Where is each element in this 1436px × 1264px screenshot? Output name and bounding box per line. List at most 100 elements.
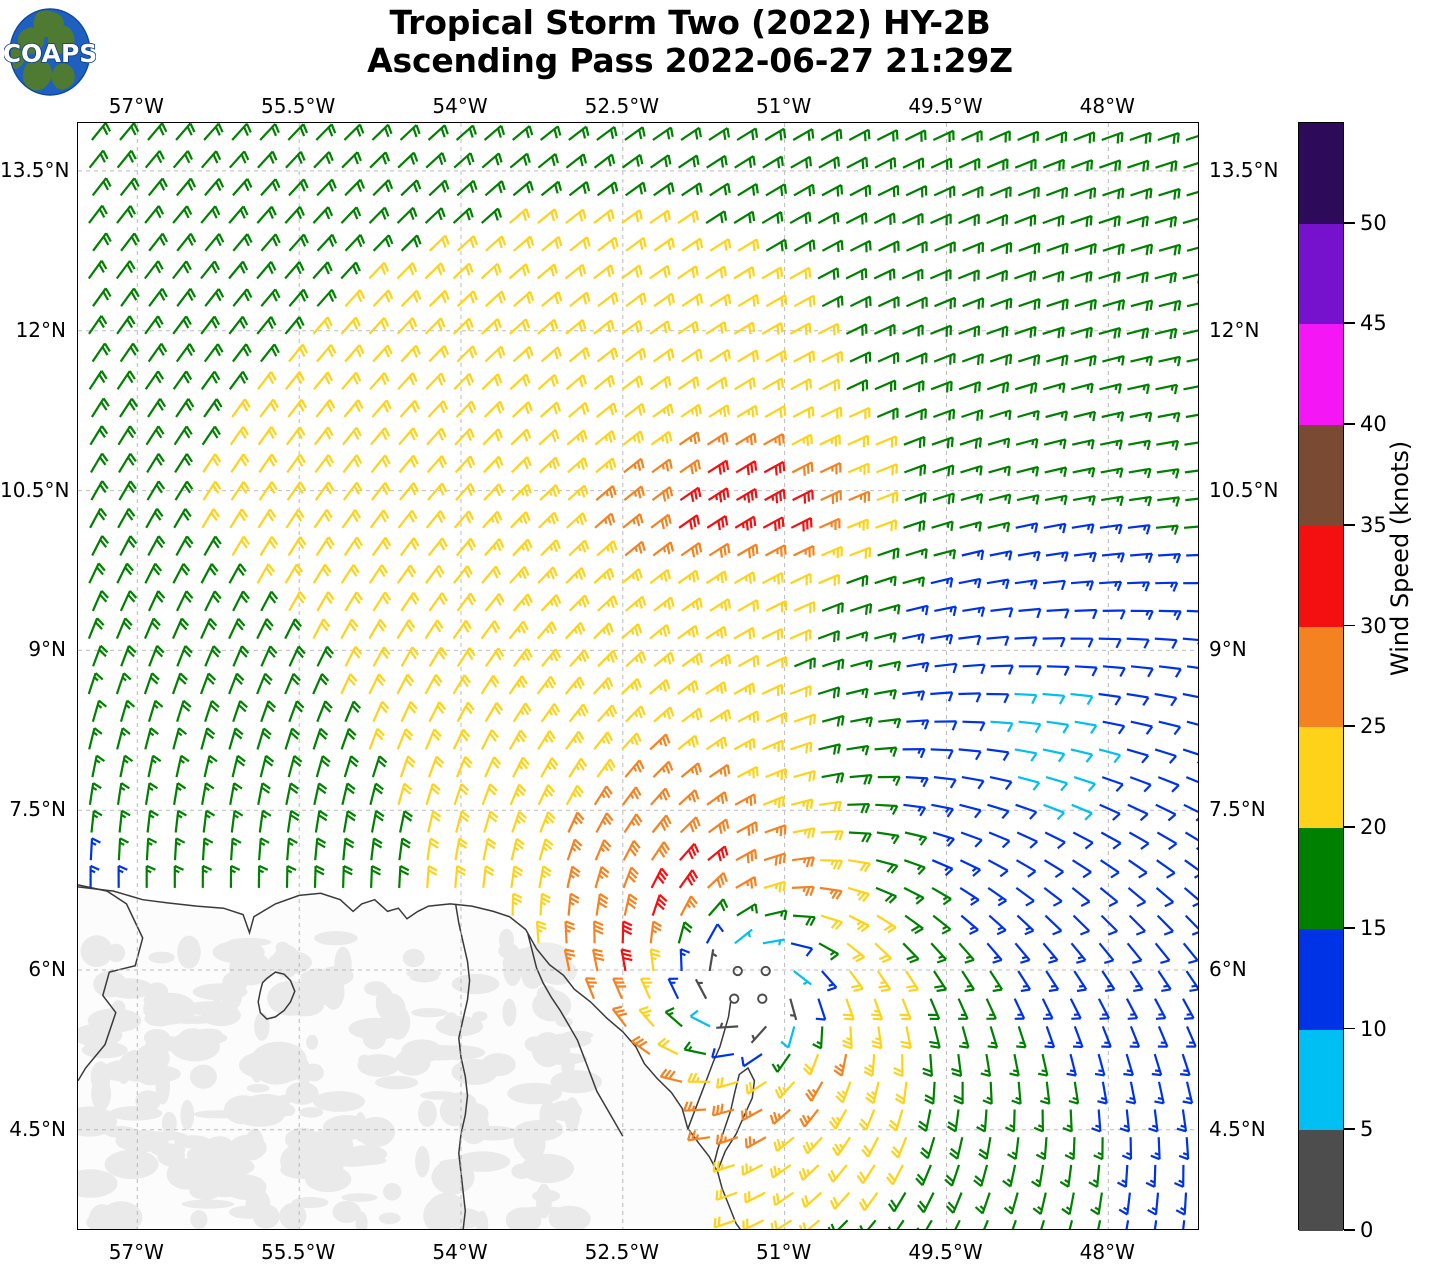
wind-barb	[595, 812, 614, 834]
wind-barb	[1070, 270, 1093, 283]
wind-barb	[257, 426, 278, 446]
wind-barb	[398, 427, 419, 446]
wind-barb	[593, 622, 614, 640]
wind-barb	[765, 238, 788, 252]
wind-barb	[480, 207, 503, 224]
wind-barb	[622, 866, 639, 889]
wind-barb	[593, 208, 615, 224]
wind-barb	[424, 728, 442, 750]
wind-barb	[256, 563, 275, 584]
wind-barb	[342, 454, 363, 474]
wind-barb	[229, 508, 249, 529]
wind-barb	[821, 601, 844, 615]
wind-barb-map[interactable]	[77, 122, 1199, 1230]
wind-barb	[286, 837, 298, 861]
wind-barb	[1039, 1081, 1051, 1105]
wind-barb	[876, 831, 900, 845]
wind-barb	[621, 677, 642, 695]
wind-barb	[371, 755, 388, 778]
wind-barb	[930, 633, 954, 645]
wind-barb	[596, 181, 619, 197]
wind-barb	[933, 548, 957, 560]
wind-barb	[1069, 998, 1082, 1020]
wind-barb	[959, 803, 982, 819]
wind-barb	[846, 942, 866, 963]
wind-barb	[821, 184, 844, 197]
wind-barb	[817, 629, 840, 643]
wind-barb	[819, 886, 843, 900]
wind-barb	[818, 517, 841, 530]
wind-barb	[845, 687, 869, 699]
wind-barb	[986, 381, 1010, 394]
wind-barb	[1185, 134, 1198, 142]
wind-barb	[902, 576, 925, 587]
landmass	[78, 886, 741, 1229]
wind-barb	[287, 398, 308, 418]
wind-barb	[960, 493, 984, 504]
wind-barb	[288, 233, 309, 252]
wind-barb	[958, 577, 982, 589]
wind-barb	[877, 547, 900, 560]
wind-barb	[344, 591, 363, 612]
wind-barb	[1098, 327, 1122, 339]
wind-barb	[400, 289, 422, 307]
wind-barb	[848, 490, 871, 503]
wind-barb	[789, 685, 812, 698]
wind-barb	[564, 676, 585, 695]
wind-barb	[708, 404, 730, 418]
wind-barb	[790, 942, 814, 957]
wind-barb	[513, 235, 535, 252]
colorbar-band	[1299, 425, 1343, 526]
wind-barb	[990, 607, 1014, 618]
wind-barb	[931, 859, 954, 877]
wind-barb	[1093, 1137, 1104, 1161]
colorbar-tick	[1344, 1027, 1355, 1030]
wind-barb	[960, 914, 979, 935]
wind-barb	[902, 748, 926, 759]
wind-barb	[1014, 158, 1037, 171]
wind-barb	[593, 920, 604, 944]
wind-barb	[877, 603, 901, 615]
wind-barb	[92, 232, 112, 252]
wind-barb	[1043, 438, 1067, 449]
colorbar[interactable]	[1298, 122, 1344, 1231]
wind-barb	[763, 460, 786, 476]
wind-barb	[1116, 1164, 1129, 1188]
wind-barb	[88, 204, 108, 224]
wind-barb	[741, 1053, 763, 1068]
wind-barb	[679, 948, 691, 972]
wind-barb	[1042, 637, 1066, 648]
wind-barb	[1064, 1137, 1076, 1161]
wind-barb	[1176, 1109, 1188, 1133]
y-axis-tick-right: 13.5°N	[1209, 157, 1279, 182]
wind-barb	[116, 562, 134, 584]
wind-barb	[509, 318, 531, 335]
wind-barb	[230, 453, 250, 474]
wind-barb	[798, 1219, 821, 1229]
wind-barb-calm	[760, 965, 771, 977]
wind-barb	[677, 375, 700, 391]
wind-barb	[987, 1026, 999, 1049]
wind-barb	[1030, 1164, 1045, 1188]
wind-barb	[342, 865, 353, 888]
wind-barb	[736, 404, 759, 418]
wind-barb	[850, 659, 873, 671]
wind-barb	[511, 401, 533, 418]
wind-barb	[117, 507, 136, 529]
wind-barb	[958, 325, 981, 338]
wind-barb	[1037, 1053, 1049, 1077]
wind-barb	[1183, 582, 1198, 588]
wind-barb	[482, 837, 497, 861]
wind-barb	[91, 535, 110, 556]
wind-barb	[541, 648, 562, 667]
wind-barb	[596, 402, 618, 418]
wind-barb	[793, 657, 816, 670]
wind-barb	[594, 512, 616, 529]
wind-barb	[1017, 186, 1040, 199]
wind-barb	[899, 998, 912, 1021]
wind-barb	[959, 886, 980, 906]
coaps-logo-text: COAPS	[4, 39, 96, 68]
wind-barb	[769, 1108, 791, 1125]
wind-barb	[424, 207, 446, 224]
wind-barb	[115, 260, 136, 280]
